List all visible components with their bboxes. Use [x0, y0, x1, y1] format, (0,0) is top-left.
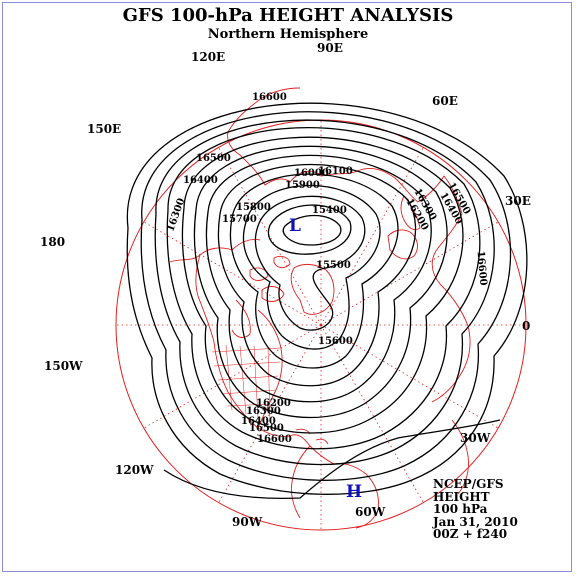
info-block: NCEP/GFS HEIGHT 100 hPa Jan 31, 2010 00Z… [433, 478, 518, 541]
contour-label: 16400 [241, 416, 276, 427]
lon-label-180: 180 [40, 235, 65, 249]
contour-label: 15500 [316, 260, 351, 271]
contour-label: 15700 [222, 214, 257, 225]
info-field: HEIGHT [433, 489, 490, 504]
lon-label-120w: 120W [115, 463, 154, 477]
contour-label: 16600 [474, 250, 488, 286]
image-frame [2, 2, 572, 572]
lon-label-60e: 60E [432, 94, 458, 108]
info-date: Jan 31, 2010 [433, 514, 518, 529]
contour-label: 16300 [246, 406, 281, 417]
lon-label-30w: 30W [460, 431, 491, 445]
height-contours [126, 102, 528, 499]
contour-label: 15900 [285, 180, 320, 191]
map-title: GFS 100-hPa HEIGHT ANALYSIS [122, 5, 454, 26]
contour-label: 16000 [294, 168, 329, 179]
contour-label: 16100 [318, 166, 353, 177]
low-pressure-symbol: L [289, 216, 301, 236]
lon-label-60w: 60W [355, 505, 386, 519]
lon-label-90w: 90W [232, 515, 263, 529]
lon-label-0: 0 [522, 319, 530, 333]
lon-label-150w: 150W [44, 359, 83, 373]
high-pressure-symbol: H [346, 482, 362, 502]
contour-label: 16600 [257, 434, 292, 445]
info-level: 100 hPa [433, 502, 488, 516]
contour-label: 15400 [312, 205, 347, 216]
lon-label-90e: 90E [317, 41, 343, 55]
lon-label-30e: 30E [505, 194, 531, 208]
contour-label: 16500 [249, 423, 284, 434]
contour-label: 16200 [256, 398, 291, 409]
contour-label: 16400 [183, 175, 218, 186]
lon-label-150e: 150E [87, 122, 121, 136]
info-run: 00Z + f240 [433, 527, 508, 541]
contour-label: 16600 [252, 92, 287, 103]
longitude-labels: 90E 60E 30E 0 30W 60W 90W 120W 150W 180 … [40, 41, 531, 529]
lon-label-120e: 120E [191, 50, 225, 64]
info-source: NCEP/GFS [433, 477, 504, 491]
contour-label: 15600 [318, 336, 353, 347]
contour-label: 16500 [196, 153, 231, 164]
meridian-lines [116, 120, 526, 530]
map-subtitle: Northern Hemisphere [207, 27, 369, 42]
contour-label: 15800 [236, 202, 271, 213]
